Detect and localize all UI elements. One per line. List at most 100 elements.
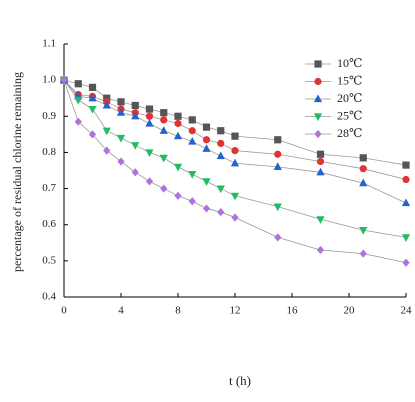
y-tick-label: 0.4 — [42, 291, 56, 303]
legend-label: 15℃ — [337, 73, 362, 87]
legend-marker — [313, 113, 323, 122]
data-point — [216, 151, 225, 160]
data-point — [216, 185, 225, 194]
y-axis-label: percentage of residual chlorine remainin… — [10, 72, 24, 272]
data-point — [145, 112, 154, 120]
data-point — [174, 119, 182, 128]
data-point — [173, 131, 183, 140]
y-tick-label: 1.0 — [42, 74, 56, 86]
y-tick-label: 0.9 — [42, 110, 56, 122]
data-point — [359, 227, 368, 235]
data-point — [402, 175, 410, 184]
data-point — [103, 94, 111, 102]
x-tick-label: 4 — [118, 305, 124, 317]
data-point — [74, 80, 82, 88]
data-point — [359, 165, 367, 173]
data-point — [274, 136, 282, 144]
data-point — [230, 192, 240, 201]
data-point — [159, 126, 168, 134]
x-tick-label: 16 — [287, 305, 299, 317]
y-tick-label: 0.7 — [42, 182, 56, 194]
data-point — [217, 207, 225, 217]
data-point — [174, 112, 182, 120]
data-point — [131, 168, 139, 177]
data-point — [188, 136, 197, 145]
data-point — [274, 233, 282, 242]
data-point — [159, 154, 168, 163]
data-point — [145, 118, 154, 127]
data-point — [117, 98, 125, 106]
data-point — [202, 136, 211, 144]
data-point — [359, 178, 368, 187]
data-point — [88, 93, 97, 102]
data-point — [116, 108, 126, 116]
data-point — [402, 258, 410, 267]
data-point — [274, 150, 282, 158]
legend-marker — [313, 94, 323, 103]
data-point — [217, 127, 225, 135]
data-point — [145, 149, 154, 158]
legend-label: 20℃ — [337, 91, 362, 105]
legend-label: 10℃ — [337, 56, 362, 70]
data-point — [188, 127, 196, 135]
y-tick-label: 0.6 — [42, 218, 56, 230]
data-point — [401, 234, 411, 242]
data-point — [231, 213, 239, 222]
legend-marker — [314, 129, 322, 139]
data-point — [188, 197, 196, 206]
data-point — [402, 161, 410, 169]
data-point — [131, 142, 140, 150]
data-point — [103, 146, 111, 155]
data-point — [401, 198, 411, 207]
data-point — [202, 123, 211, 131]
data-point — [160, 184, 168, 193]
data-point — [273, 203, 282, 212]
data-point — [202, 204, 211, 213]
legend-marker — [314, 60, 322, 68]
legend-marker — [314, 77, 322, 86]
data-point — [359, 249, 367, 258]
legend-label: 25℃ — [337, 108, 362, 122]
data-point — [231, 132, 239, 140]
y-tick-label: 0.8 — [42, 146, 56, 158]
x-tick-label: 24 — [401, 305, 413, 317]
data-point — [316, 167, 325, 176]
x-tick-label: 20 — [344, 305, 356, 317]
y-tick-label: 0.5 — [42, 254, 56, 266]
data-point — [273, 162, 282, 170]
data-point — [316, 245, 325, 255]
data-point — [88, 105, 97, 114]
data-point — [173, 163, 183, 172]
data-point — [316, 157, 325, 166]
data-point — [202, 144, 211, 152]
data-point — [316, 216, 325, 224]
x-tick-label: 0 — [61, 305, 67, 317]
x-tick-label: 8 — [175, 305, 181, 317]
data-point — [102, 127, 111, 136]
data-point — [131, 111, 140, 120]
data-point — [188, 171, 197, 179]
data-point — [60, 76, 68, 85]
x-axis-label: t (h) — [229, 373, 251, 388]
y-tick-label: 1.1 — [42, 38, 56, 50]
data-point — [145, 177, 154, 186]
data-point — [74, 96, 83, 105]
data-point — [359, 154, 367, 162]
data-point — [88, 130, 97, 139]
data-point — [217, 139, 225, 147]
data-point — [116, 134, 126, 143]
data-point — [74, 117, 82, 126]
data-point — [231, 147, 239, 155]
data-point — [174, 191, 182, 200]
x-tick-label: 12 — [230, 305, 241, 317]
data-point — [202, 178, 211, 186]
data-point — [188, 116, 196, 124]
data-point — [102, 100, 111, 109]
data-point — [131, 101, 139, 110]
data-point — [117, 157, 125, 166]
data-point — [145, 105, 154, 113]
data-point — [316, 150, 325, 158]
data-point — [230, 158, 240, 167]
legend-label: 28℃ — [337, 126, 362, 140]
data-point — [160, 116, 168, 124]
